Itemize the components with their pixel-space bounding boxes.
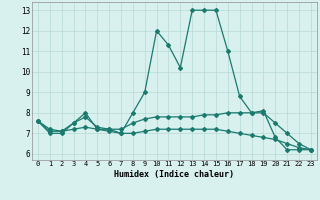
X-axis label: Humidex (Indice chaleur): Humidex (Indice chaleur) — [115, 170, 234, 179]
